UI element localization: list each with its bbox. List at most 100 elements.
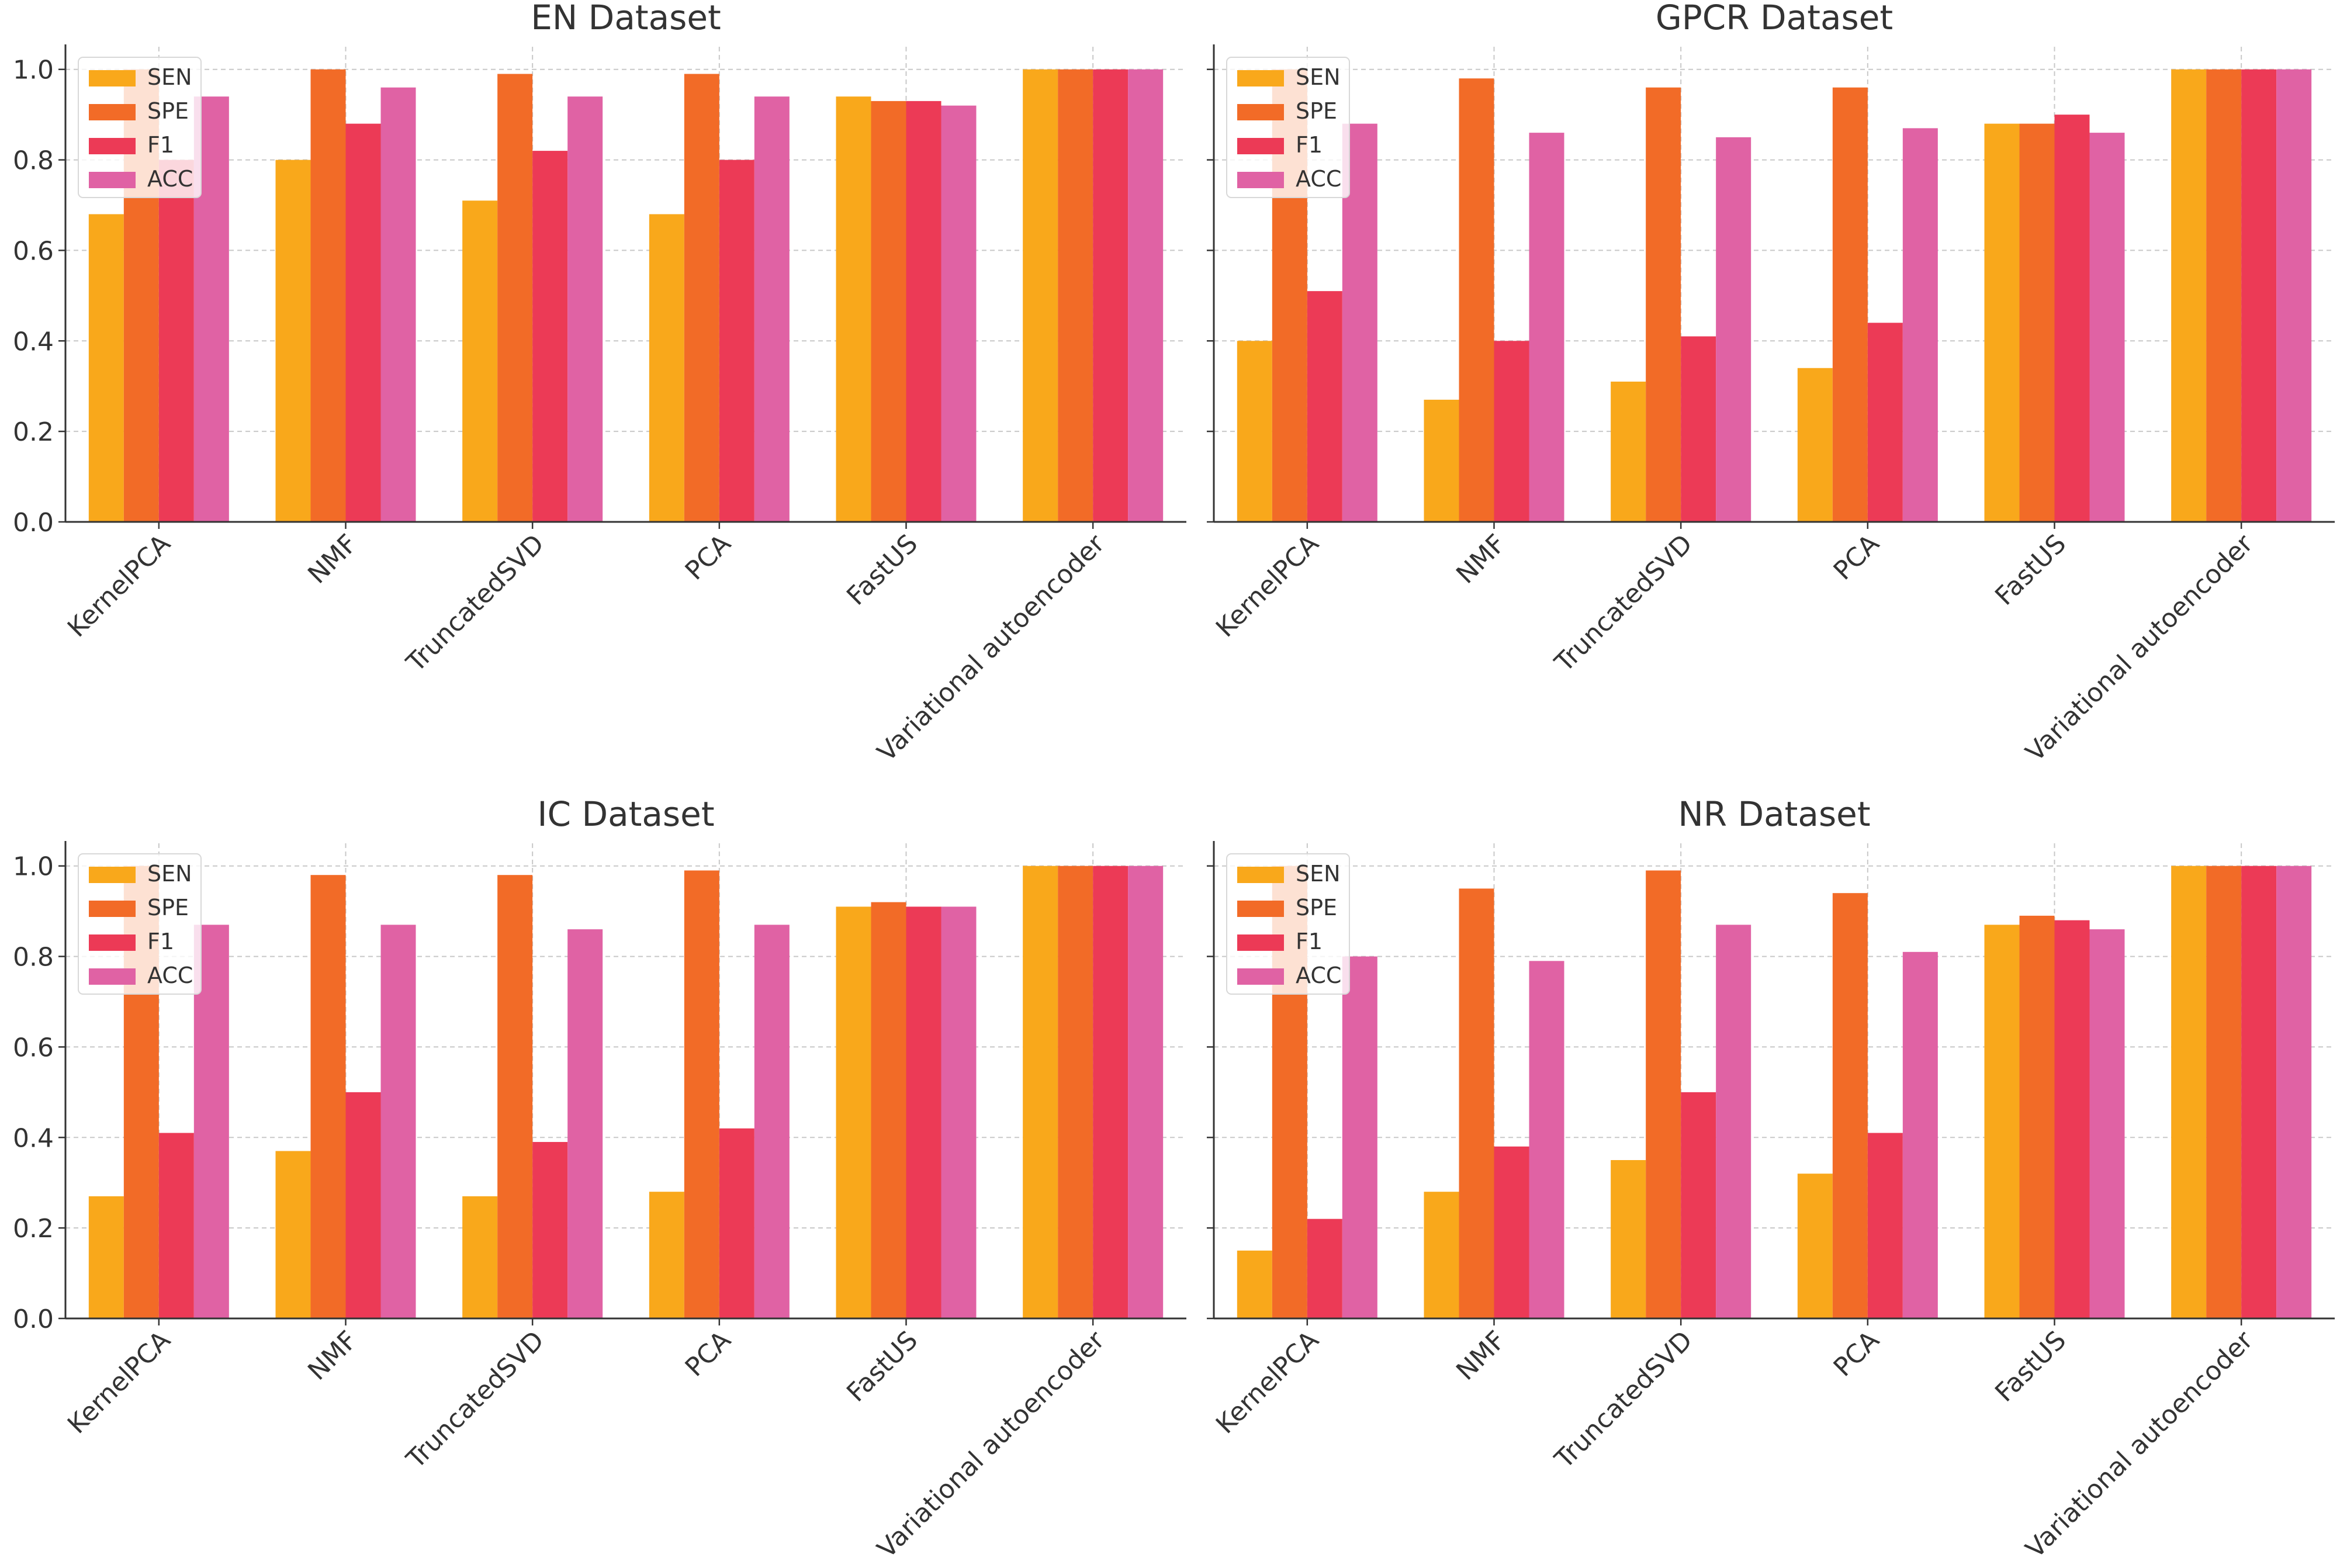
legend-label-acc: ACC	[147, 166, 193, 192]
y-tick-label: 0.0	[13, 508, 54, 538]
bar-spe-truncatedsvd	[1646, 87, 1681, 522]
bar-acc-variational-autoencoder	[1128, 69, 1164, 522]
bar-sen-pca	[649, 214, 684, 522]
bar-spe-fastus	[871, 902, 906, 1318]
legend-swatch-spe	[89, 104, 136, 120]
bar-f1-truncatedsvd	[532, 151, 568, 522]
legend-swatch-f1	[89, 138, 136, 154]
legend-label-f1: F1	[147, 132, 174, 158]
bar-spe-pca	[1832, 893, 1868, 1318]
y-tick-label: 0.6	[13, 1033, 54, 1062]
chart-title: NR Dataset	[1678, 794, 1870, 834]
legend-swatch-acc	[1237, 172, 1284, 188]
bar-f1-pca	[1867, 1133, 1903, 1318]
bar-f1-kernelpca	[158, 160, 194, 522]
x-tick-label: KernelPCA	[1210, 529, 1325, 643]
bar-acc-fastus	[941, 906, 977, 1318]
legend-swatch-sen	[1237, 867, 1284, 883]
x-tick-label: KernelPCA	[62, 1325, 176, 1440]
x-tick-label: FastUS	[841, 529, 923, 611]
legend-swatch-sen	[89, 70, 136, 86]
bar-spe-variational-autoencoder	[1058, 866, 1093, 1318]
bar-f1-kernelpca	[1307, 291, 1342, 522]
bar-acc-nmf	[1529, 961, 1564, 1318]
legend-label-f1: F1	[147, 929, 174, 954]
bar-sen-variational-autoencoder	[2171, 866, 2207, 1318]
legend: SEN SPE F1 ACC	[1226, 57, 1350, 198]
legend-swatch-f1	[89, 934, 136, 951]
legend-swatch-sen	[1237, 70, 1284, 86]
bar-sen-nmf	[1424, 1192, 1459, 1318]
bar-sen-nmf	[275, 160, 311, 522]
x-tick-label: TruncatedSVD	[400, 529, 550, 679]
bar-acc-fastus	[2089, 133, 2125, 522]
bar-f1-variational-autoencoder	[2241, 69, 2277, 522]
legend-label-spe: SPE	[147, 895, 189, 920]
x-tick-label: PCA	[1828, 529, 1885, 586]
legend-swatch-f1	[1237, 934, 1284, 951]
legend-box	[1226, 57, 1350, 198]
bar-acc-fastus	[941, 105, 977, 522]
chart-panel-3: 0.0 0.2 0.4 0.6 0.8 1.0 KernelPCA NMF TruncatedS…	[13, 794, 1186, 1564]
bar-spe-variational-autoencoder	[2206, 866, 2242, 1318]
chart-panel-1: 0.0 0.2 0.4 0.6 0.8 1.0 KernelPCA NMF TruncatedS…	[13, 0, 1186, 767]
bar-sen-variational-autoencoder	[1023, 69, 1058, 522]
bar-f1-kernelpca	[1307, 1219, 1342, 1318]
bar-f1-nmf	[1494, 341, 1529, 522]
legend-label-acc: ACC	[1296, 166, 1341, 192]
bar-acc-variational-autoencoder	[2276, 69, 2312, 522]
x-tick-label: KernelPCA	[62, 529, 176, 643]
bar-acc-nmf	[1529, 133, 1564, 522]
bar-spe-nmf	[310, 69, 346, 522]
bar-f1-fastus	[906, 906, 941, 1318]
x-tick-label: TruncatedSVD	[400, 1325, 550, 1475]
bar-spe-pca	[684, 74, 719, 522]
x-tick-label: PCA	[680, 1325, 737, 1383]
bar-spe-variational-autoencoder	[2206, 69, 2242, 522]
bar-acc-truncatedsvd	[567, 929, 603, 1318]
bar-spe-pca	[1832, 87, 1868, 522]
legend-label-sen: SEN	[147, 64, 192, 90]
bar-acc-nmf	[380, 87, 416, 522]
bar-f1-truncatedsvd	[1681, 1092, 1716, 1318]
bar-sen-kernelpca	[1237, 1250, 1272, 1318]
x-tick-label: PCA	[680, 529, 737, 586]
legend-label-sen: SEN	[1296, 64, 1341, 90]
bar-sen-truncatedsvd	[1611, 1160, 1646, 1318]
bar-f1-kernelpca	[158, 1133, 194, 1318]
bar-sen-nmf	[1424, 399, 1459, 522]
chart-panel-4: KernelPCA NMF TruncatedSVD PCA FastUSVariati…	[1207, 794, 2335, 1564]
x-tick-label: NMF	[1451, 529, 1511, 590]
x-tick-label: KernelPCA	[1210, 1325, 1325, 1440]
bar-spe-fastus	[871, 101, 906, 522]
legend-swatch-spe	[1237, 901, 1284, 917]
bar-spe-truncatedsvd	[497, 74, 533, 522]
bar-sen-fastus	[1984, 123, 2020, 522]
legend: SEN SPE F1 ACC	[1226, 853, 1350, 995]
bar-acc-truncatedsvd	[567, 96, 603, 522]
legend-label-f1: F1	[1296, 929, 1323, 954]
legend-swatch-spe	[1237, 104, 1284, 120]
bar-acc-truncatedsvd	[1716, 137, 1751, 522]
chart-panel-2: KernelPCA NMF TruncatedSVD PCA FastUSVariati…	[1207, 0, 2335, 767]
y-tick-label: 0.4	[13, 327, 54, 356]
bar-f1-pca	[1867, 323, 1903, 522]
y-tick-label: 1.0	[13, 56, 54, 85]
bar-acc-kernelpca	[1342, 956, 1377, 1318]
bar-spe-truncatedsvd	[1646, 870, 1681, 1318]
bar-f1-fastus	[2054, 920, 2090, 1318]
legend-box	[1226, 853, 1350, 995]
bar-sen-truncatedsvd	[462, 1196, 498, 1318]
legend-label-acc: ACC	[1296, 963, 1341, 988]
bar-f1-nmf	[345, 1092, 381, 1318]
bar-acc-truncatedsvd	[1716, 925, 1751, 1318]
bar-sen-fastus	[836, 906, 871, 1318]
bar-acc-pca	[1902, 951, 1938, 1318]
bar-acc-pca	[754, 96, 790, 522]
bar-sen-variational-autoencoder	[2171, 69, 2207, 522]
bar-acc-pca	[1902, 128, 1938, 522]
bar-acc-fastus	[2089, 929, 2125, 1318]
bar-sen-kernelpca	[88, 214, 124, 522]
x-tick-label: TruncatedSVD	[1549, 1325, 1698, 1475]
bar-spe-truncatedsvd	[497, 875, 533, 1318]
